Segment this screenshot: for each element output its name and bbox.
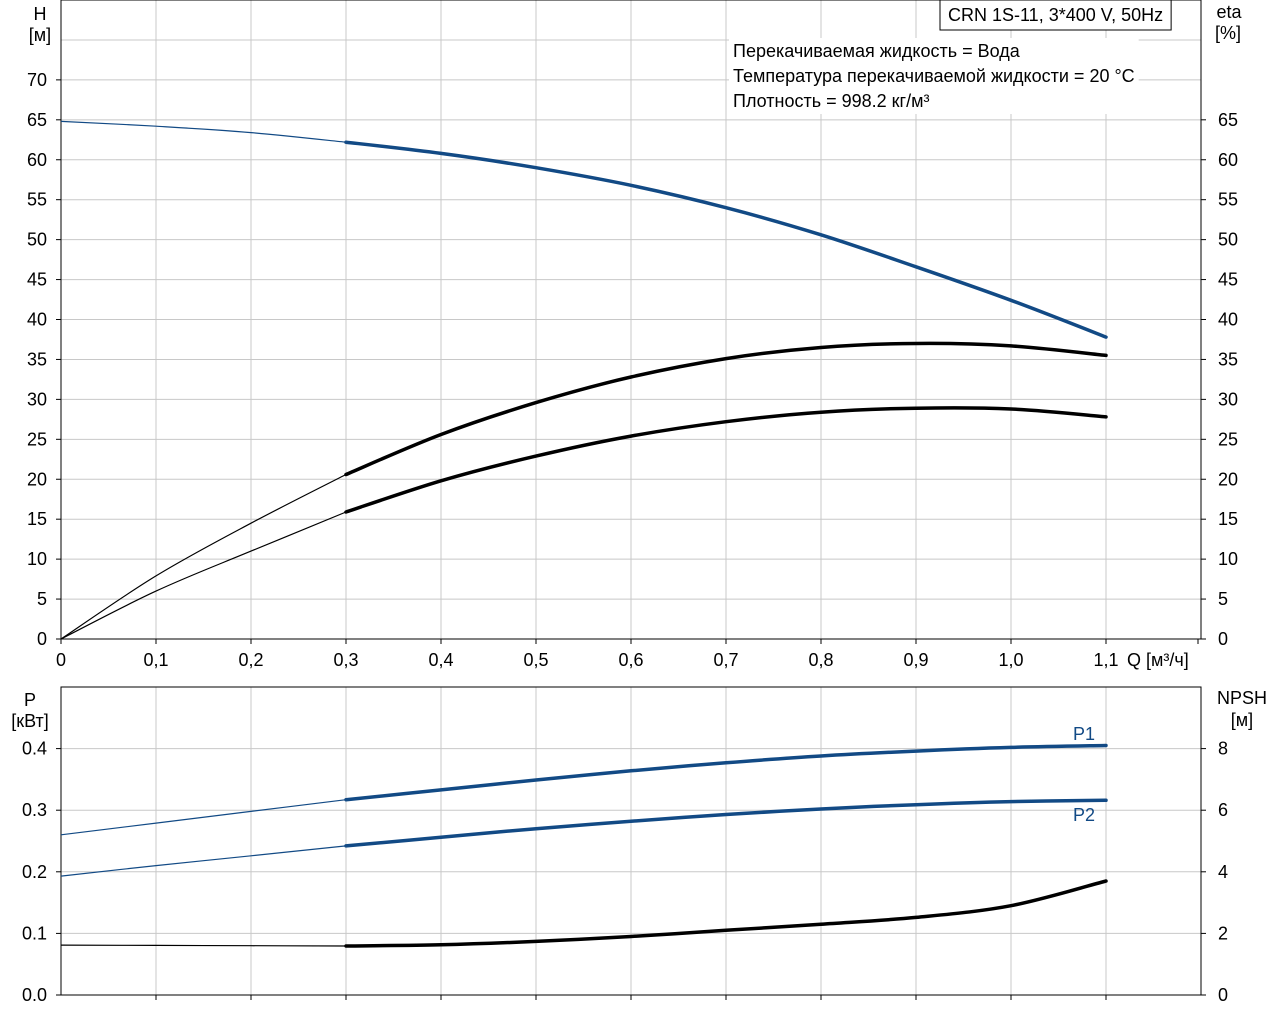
chart-title: CRN 1S-11, 3*400 V, 50Hz [948,5,1163,25]
bottom-y-left-tick-label: 0.2 [22,862,47,882]
bottom-y-right-tick-label: 2 [1218,923,1228,943]
top-y-left-tick-label: 30 [27,389,47,409]
bottom-ylabel-right-unit: [м] [1231,710,1253,730]
top-y-left-tick-label: 45 [27,270,47,290]
top-y-left-tick-label: 70 [27,70,47,90]
top-y-left-tick-label: 35 [27,349,47,369]
annotation-background [729,38,1139,114]
bottom-y-right-tick-label: 4 [1218,862,1228,882]
top-y-right-tick-label: 10 [1218,549,1238,569]
x-tick-label: 0 [56,650,66,670]
power-npsh-panel: 0.0 0.1 0.2 0.3 0.4 0 2 4 6 8 [22,686,1228,1005]
top-ylabel-right-unit: [%] [1215,23,1241,43]
top-y-right-tick-label: 35 [1218,349,1238,369]
series-label-p1: P1 [1073,724,1095,744]
top-xlabel: Q [м³/ч] [1127,650,1189,670]
bottom-series-1-curve-duty [344,798,1108,848]
top-ylabel-right-name: eta [1216,2,1242,22]
top-series-2-curve-duty [344,406,1108,514]
top-y-left-tick-label: 50 [27,230,47,250]
top-y-right-tick-label: 40 [1218,310,1238,330]
top-y-right-tick-label: 15 [1218,509,1238,529]
top-y-left-tick-label: 10 [27,549,47,569]
top-y-left-tick-label: 55 [27,190,47,210]
x-tick-label: 0,4 [428,650,453,670]
chart-title-box [939,0,1172,31]
bottom-y-left-tick-label: 0.4 [22,739,47,759]
annotation-liquid: Перекачиваемая жидкость = Вода [733,41,1021,61]
x-tick-label: 0,3 [333,650,358,670]
top-series-2-curve-extended [60,511,347,640]
top-y-right-tick-label: 20 [1218,469,1238,489]
top-y-right-tick-label: 50 [1218,230,1238,250]
top-y-left-tick-label: 5 [37,589,47,609]
top-series-1-curve-duty [344,341,1108,477]
top-y-left-tick-label: 15 [27,509,47,529]
bottom-series-2-curve-duty [344,879,1108,948]
series-label-p2: P2 [1073,805,1095,825]
top-y-right-tick-label: 55 [1218,190,1238,210]
x-tick-label: 1,1 [1093,650,1118,670]
bottom-series-0-curve-duty [344,743,1108,802]
x-tick-label: 0,7 [713,650,738,670]
bottom-y-right-tick-label: 0 [1218,985,1228,1005]
top-y-left-tick-label: 65 [27,110,47,130]
bottom-ylabel-right-name: NPSH [1217,688,1267,708]
top-series-0-curve-duty [344,140,1108,339]
bottom-ylabel-left-name: P [24,690,36,710]
bottom-y-left-tick-label: 0.0 [22,985,47,1005]
top-series-1-curve-extended [60,473,347,640]
head-efficiency-panel: 0 5 10 15 20 25 30 35 40 45 50 55 60 65 70 0 5 10 15 20 25 30… [27,0,1238,670]
x-tick-label: 0,5 [523,650,548,670]
bottom-y-left-tick-label: 0.3 [22,800,47,820]
top-ylabel-left-unit: [м] [29,25,51,45]
top-series-0-curve-extended [60,120,347,143]
top-y-right-tick-label: 0 [1218,629,1228,649]
x-tick-label: 0,2 [238,650,263,670]
x-tick-label: 0,8 [808,650,833,670]
top-y-right-tick-label: 5 [1218,589,1228,609]
bottom-series-2-curve-extended [60,944,347,947]
top-y-left-tick-label: 25 [27,429,47,449]
top-y-right-tick-label: 45 [1218,270,1238,290]
top-y-right-tick-label: 60 [1218,150,1238,170]
top-ylabel-left-name: H [34,4,47,24]
top-y-left-tick-label: 20 [27,469,47,489]
bottom-ylabel-left-unit: [кВт] [11,711,49,731]
top-y-left-tick-label: 0 [37,629,47,649]
top-y-right-tick-label: 30 [1218,389,1238,409]
annotation-density: Плотность = 998.2 кг/м³ [733,91,929,111]
x-tick-label: 1,0 [998,650,1023,670]
top-y-right-tick-label: 25 [1218,429,1238,449]
top-y-left-tick-label: 40 [27,310,47,330]
x-tick-label: 0,6 [618,650,643,670]
bottom-series-1-curve-extended [60,845,347,877]
top-y-left-tick-label: 60 [27,150,47,170]
annotation-temperature: Температура перекачиваемой жидкости = 20… [733,66,1135,86]
bottom-y-right-tick-label: 6 [1218,800,1228,820]
bottom-y-right-tick-label: 8 [1218,739,1228,759]
top-y-right-tick-label: 65 [1218,110,1238,130]
bottom-series-0-curve-extended [60,799,347,836]
bottom-y-left-tick-label: 0.1 [22,923,47,943]
x-tick-label: 0,9 [903,650,928,670]
x-tick-label: 0,1 [143,650,168,670]
